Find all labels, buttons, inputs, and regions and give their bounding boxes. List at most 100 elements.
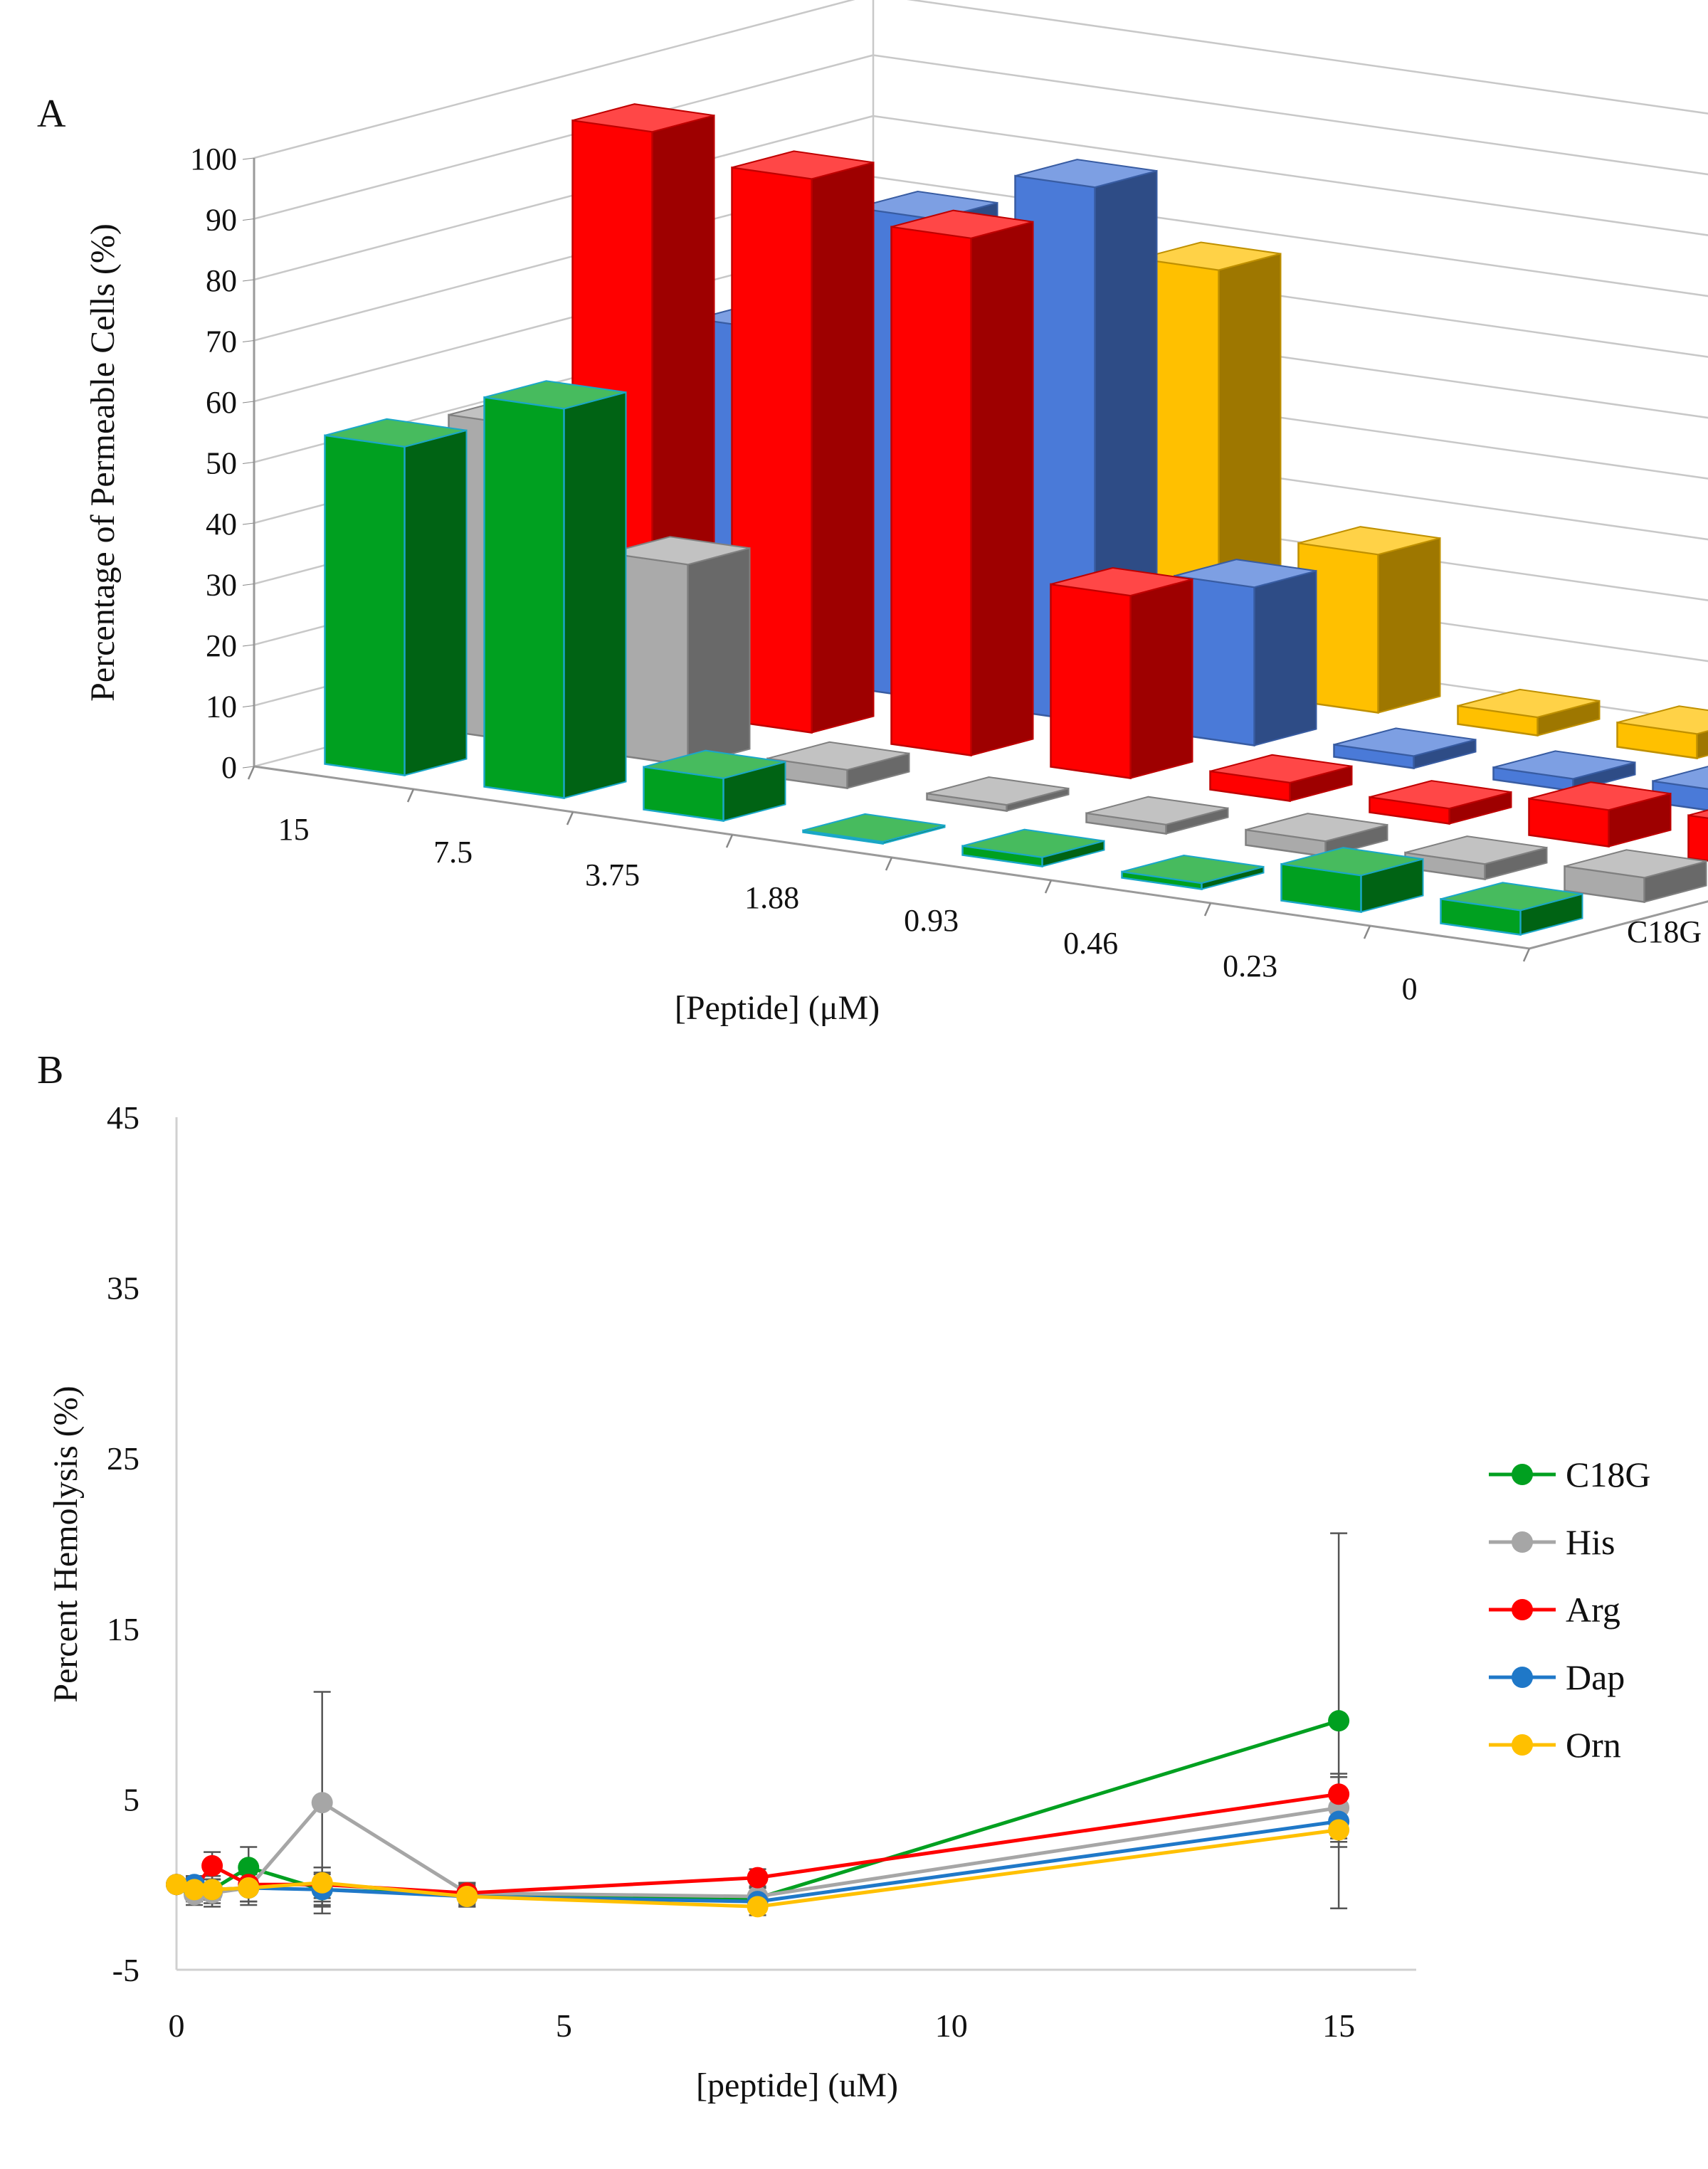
y-tick [242, 340, 255, 342]
bar-C18G-Arg-0.93 [1209, 754, 1353, 802]
bar-top-face [1405, 835, 1547, 865]
y-tick-label: -5 [112, 1952, 139, 1988]
panel-b-line-chart: -5 5 15 25 35 45 0 5 10 15 [peptide] (uM) Percent H… [47, 1099, 1650, 2104]
bar-C18G-Arg-0 [1687, 809, 1708, 862]
x-tick-label: 0.93 [904, 903, 959, 938]
legend-item-Arg: Arg [1489, 1590, 1620, 1630]
series-label-C18G: C18G [1627, 914, 1702, 949]
legend-item-Orn: Orn [1489, 1725, 1621, 1765]
bar-C18G-3.75 [643, 749, 786, 822]
bar-top-face [1174, 559, 1317, 589]
data-point-C18G-15 [1328, 1710, 1350, 1732]
data-point-C18G-0.93 [238, 1857, 260, 1879]
data-point-Orn-0 [166, 1874, 187, 1896]
y-tick-label: 20 [206, 628, 237, 663]
y-tick-label: 60 [206, 385, 237, 420]
gridline-side [253, 54, 874, 220]
bar-top-face [1652, 766, 1708, 790]
y-tick-label: 5 [123, 1781, 139, 1817]
y-tick-label: 25 [107, 1440, 139, 1477]
bar-top-face [1139, 241, 1281, 271]
x-tick-label: 0.46 [1063, 926, 1118, 961]
bar-top-face [1688, 809, 1708, 819]
bar-front-face [1687, 814, 1708, 862]
y-tick-label: 50 [206, 446, 237, 481]
x-axis-title: [Peptide] (μM) [675, 989, 880, 1027]
bar-C18G-His-0.46 [1245, 813, 1388, 857]
x-tick-label: 0 [1402, 971, 1418, 1006]
legend-label: Dap [1566, 1657, 1625, 1697]
y-axis-title: Percentage of Permeable Cells (%) [84, 223, 122, 702]
bar-C18G-Dap-1.88 [1174, 559, 1317, 746]
y-tick-label: 90 [206, 203, 237, 238]
bar-C18G-Arg-1.88 [1050, 566, 1193, 779]
legend-marker [1512, 1599, 1533, 1620]
bar-top-face [927, 776, 1069, 806]
legend-label: Arg [1566, 1590, 1620, 1630]
legend-item-His: His [1489, 1522, 1615, 1562]
y-tick-label: 30 [206, 568, 237, 603]
x-tick [1044, 880, 1053, 894]
bar-C18G-0.46 [1121, 854, 1265, 890]
gridline-back [907, 0, 1708, 115]
x-tick [1522, 948, 1531, 962]
y-tick [242, 766, 255, 769]
bar-C18G-Orn-0.93 [1457, 688, 1601, 737]
bar-C18G-Arg-7.5 [731, 150, 875, 734]
y-tick-label: 70 [206, 324, 237, 359]
panel-a-3d-bar-chart: 0 10 20 30 40 50 60 70 80 90 100 15 7.5 3.75 1.88 0.93 0… [84, 0, 1708, 1027]
bar-top-face [1617, 705, 1708, 735]
y-tick-label: 0 [221, 750, 237, 785]
bar-side-face [970, 221, 1034, 756]
gridline-side [253, 0, 855, 159]
bar-top-face [891, 209, 1033, 239]
x-tick [725, 834, 734, 848]
series-Orn [166, 1819, 1350, 1918]
bar-side-face [1129, 578, 1193, 779]
bar-top-face [1281, 847, 1423, 877]
bar-C18G-0.23 [1280, 847, 1424, 913]
bar-top-face [572, 103, 715, 133]
bar-top-face [962, 828, 1105, 858]
data-point-Arg-15 [1328, 1783, 1350, 1805]
y-tick-label: 40 [206, 507, 237, 542]
x-tick-label: 5 [556, 2007, 572, 2044]
bar-top-face [732, 150, 874, 180]
bar-C18G-Orn-0.46 [1616, 705, 1708, 759]
bar-C18G-0 [1440, 882, 1583, 936]
y-tick-label: 45 [107, 1099, 139, 1136]
y-tick [242, 401, 255, 403]
bar-side-face [811, 162, 875, 734]
bar-top-face [1210, 754, 1352, 783]
data-point-Orn-3.75 [456, 1885, 478, 1907]
bar-top-face [608, 536, 750, 566]
bar-top-face [1457, 688, 1600, 718]
data-point-Orn-0.46 [201, 1879, 223, 1901]
legend-label: C18G [1566, 1455, 1650, 1494]
bar-side-face [1253, 569, 1317, 746]
bar-front-face [1050, 583, 1132, 779]
bar-C18G-Orn-1.88 [1297, 526, 1441, 714]
y-tick [242, 644, 255, 647]
bar-top-face [1122, 854, 1264, 885]
x-axis-title: [peptide] (uM) [696, 2067, 898, 2104]
bar-top-face [1440, 882, 1583, 912]
x-tick-label: 1.88 [744, 880, 799, 915]
x-tick-label: 7.5 [433, 835, 473, 870]
gridline-side [253, 115, 874, 281]
x-tick-label: 15 [1322, 2007, 1355, 2044]
y-tick [242, 157, 255, 160]
bar-side-face [687, 547, 751, 766]
bar-C18G-His-0 [1564, 849, 1707, 903]
bar-top-face [643, 749, 786, 779]
bar-front-face [890, 226, 972, 756]
y-tick-label: 15 [107, 1611, 139, 1647]
bar-C18G-His-0.23 [1404, 835, 1548, 880]
bar-C18G-His-1.88 [926, 776, 1070, 812]
y-tick-label: 35 [107, 1270, 139, 1307]
bar-top-face [1564, 849, 1707, 879]
bar-C18G-Arg-0.46 [1369, 780, 1512, 825]
bar-top-face [325, 418, 467, 448]
gridline-back [873, 115, 1708, 236]
legend-marker [1512, 1734, 1533, 1756]
